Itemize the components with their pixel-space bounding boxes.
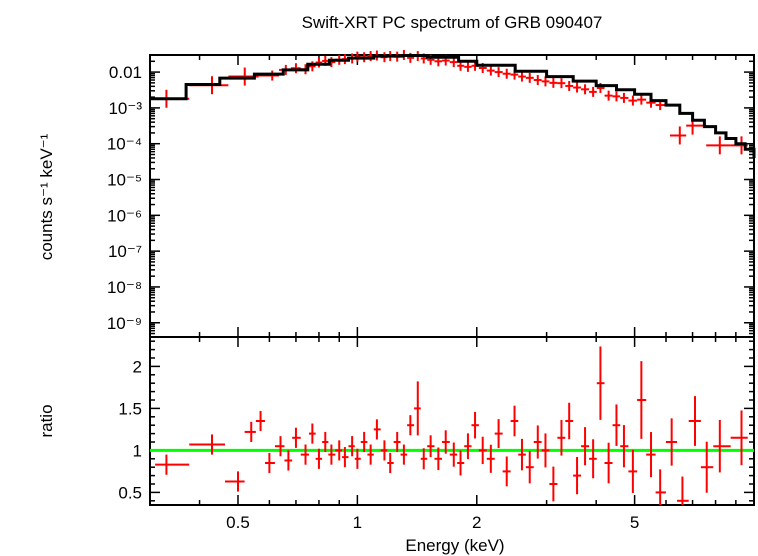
y-tick-label: 10⁻³ [108,99,142,118]
y-tick-label: 1 [133,441,142,460]
y-tick-label: 1.5 [118,399,142,418]
y-tick-label: 10⁻⁶ [107,206,142,225]
y-tick-label: 2 [133,357,142,376]
x-tick-label: 2 [472,513,481,532]
ratio-frame [149,336,755,506]
y-tick-label: 10⁻⁹ [107,314,142,333]
spectrum-frame [149,54,755,338]
top-y-axis-label: counts s⁻¹ keV⁻¹ [37,133,56,260]
y-tick-label: 0.5 [118,483,142,502]
ratio-panel: 0.5 1 2 5 0.5 1 1.5 2 [118,336,755,532]
y-tick-label: 10⁻⁷ [108,242,142,261]
model-line [150,54,756,158]
chart-title: Swift-XRT PC spectrum of GRB 090407 [302,13,603,32]
y-tick-label: 10⁻⁸ [107,278,142,297]
y-tick-label: 10⁻⁴ [107,135,142,154]
x-tick-label: 5 [630,513,639,532]
bottom-y-axis-label: ratio [37,404,56,437]
x-axis-label: Energy (keV) [405,536,504,555]
y-tick-label: 0.01 [109,63,142,82]
x-tick-label: 1 [353,513,362,532]
x-tick-label: 0.5 [226,513,250,532]
y-tick-label: 10⁻⁵ [107,171,142,190]
spectrum-panel: 0.01 10⁻³ 10⁻⁴ 10⁻⁵ 10⁻⁶ 10⁻⁷ 10⁻⁸ 10⁻⁹ [107,50,756,338]
